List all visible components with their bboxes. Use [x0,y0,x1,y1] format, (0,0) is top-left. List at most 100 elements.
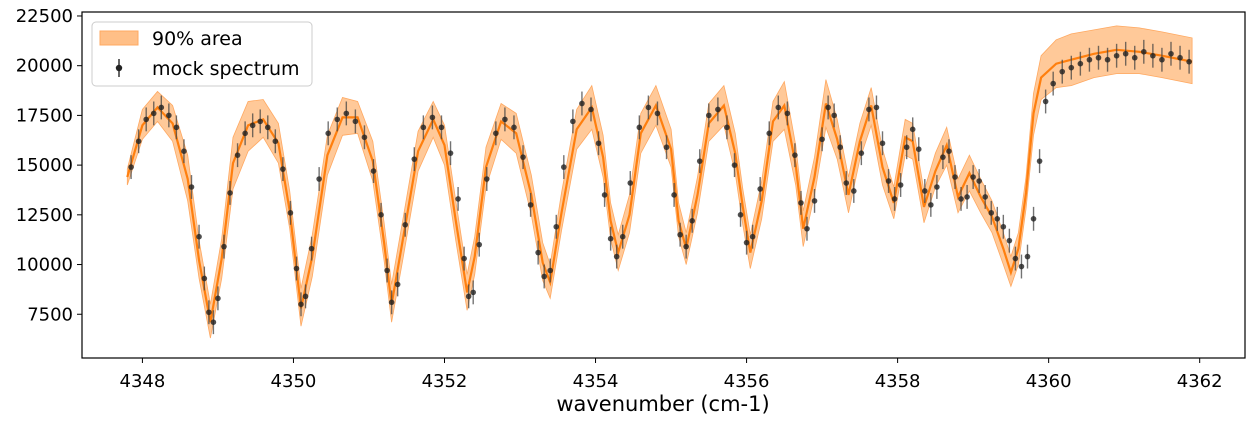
point-marker [388,299,395,306]
point-marker [361,134,368,141]
axes: 4348 4350 4352 4354 4356 4358 4360 4362 7500 1000… [16,6,1223,392]
point-marker [588,106,594,113]
data-point [188,175,195,199]
point-marker [402,221,409,228]
point-marker [946,148,952,154]
data-point [731,153,738,178]
point-marker [903,144,910,151]
point-marker [527,202,534,208]
data-point [1095,45,1102,70]
data-point [210,310,217,335]
point-marker [737,212,744,218]
point-marker [743,239,750,246]
y-tick-label: 17500 [16,105,73,126]
data-point [654,101,661,126]
point-marker [636,124,643,131]
point-marker [541,273,547,280]
point-marker [654,110,661,117]
legend-box [91,21,313,87]
point-marker [227,190,233,196]
data-point [696,149,703,174]
data-point [843,171,850,195]
x-tick-label: 4350 [271,371,317,392]
point-marker [921,188,928,194]
data-point [215,286,221,311]
point-marker [613,253,620,260]
point-marker [885,178,892,184]
point-marker [879,140,886,147]
data-point [181,139,187,164]
point-marker [461,255,467,262]
point-marker [325,130,331,137]
point-marker [1000,223,1007,230]
legend: 90% area mock spectrum [91,21,313,87]
point-marker [934,184,940,190]
x-tick-label: 4354 [573,371,619,392]
point-marker [928,202,934,208]
data-point [535,240,541,265]
point-marker [158,104,165,111]
data-point [361,125,368,150]
data-point [636,115,643,140]
point-marker [775,104,782,111]
point-marker [308,245,315,252]
data-point [201,266,208,291]
data-point [627,171,634,195]
point-marker [1006,237,1013,244]
point-marker [302,293,309,300]
point-marker [766,130,773,137]
point-marker [1177,54,1183,61]
point-marker [696,158,703,164]
point-marker [689,217,695,224]
data-point [837,135,844,160]
data-point [143,107,149,132]
point-marker [683,243,689,250]
data-point [579,91,585,116]
data-point [663,135,670,160]
data-point [595,131,602,156]
point-marker [206,309,212,316]
x-tick-label: 4358 [875,371,921,392]
point-marker [384,267,390,274]
point-marker [970,174,976,180]
data-point [952,165,958,189]
plot-frame [81,11,1246,359]
point-marker [249,122,256,129]
data-point [1086,47,1093,72]
data-point [1186,49,1192,74]
point-marker [547,267,554,274]
data-point [511,115,517,140]
data-point [173,115,180,140]
data-point [388,290,395,315]
data-point [607,226,614,251]
data-point [476,232,483,257]
point-marker [455,196,461,202]
data-point [547,258,554,283]
point-marker [196,233,202,240]
data-point [946,139,952,164]
point-marker [964,194,970,200]
data-point [493,121,499,146]
data-point [588,97,594,122]
legend-label-band: 90% area [152,28,243,50]
point-marker [135,138,142,145]
y-tick-label: 15000 [16,155,73,176]
data-point [150,101,157,126]
point-marker [535,249,541,256]
data-point [1141,39,1147,64]
point-marker [819,136,825,143]
data-point [370,159,377,184]
point-marker [370,168,377,174]
point-marker [334,116,341,123]
point-marker [298,301,304,308]
data-point [352,109,359,134]
data-point [429,105,436,130]
point-marker [715,106,721,113]
point-marker [607,235,614,242]
data-point [964,185,970,209]
data-point [1077,51,1084,76]
plot-area [126,25,1193,339]
point-marker [272,138,279,145]
data-point [724,115,730,140]
data-point [775,95,782,120]
